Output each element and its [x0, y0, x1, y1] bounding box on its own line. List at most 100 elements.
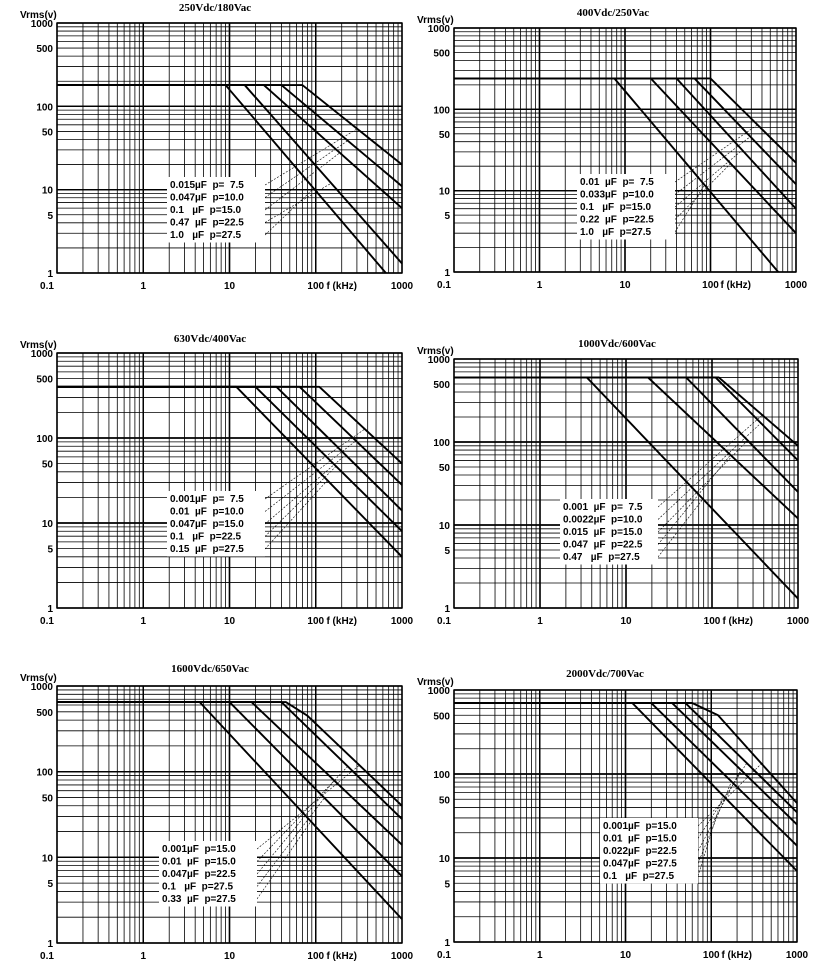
x-tick-label: 1000	[787, 616, 810, 627]
y-tick-label: 1000	[428, 24, 451, 35]
legend-entry: 0.001 µF p= 7.5	[563, 502, 643, 513]
x-tick-label: 100	[307, 951, 324, 962]
x-axis-label: f (kHz)	[326, 616, 357, 627]
y-axis-label: Vrms(v)	[417, 677, 454, 688]
leader-line	[264, 140, 348, 198]
legend-entry: 0.047µF p=22.5	[162, 869, 236, 880]
leader-line	[674, 163, 731, 220]
x-tick-label: 1000	[391, 616, 414, 627]
y-tick-label: 500	[36, 375, 53, 386]
legend-entry: 0.047 µF p=22.5	[563, 540, 643, 551]
legend-entry: 0.015µF p= 7.5	[170, 180, 244, 191]
chart-title: 1600Vdc/650Vac	[171, 663, 249, 675]
legend-entry: 0.22 µF p=22.5	[580, 215, 654, 226]
legend-entry: 0.015 µF p=15.0	[563, 527, 643, 538]
leader-line	[657, 498, 704, 558]
x-tick-label: 1	[537, 280, 543, 291]
x-axis-label: f (kHz)	[326, 951, 357, 962]
x-tick-label: 10	[224, 281, 236, 292]
y-tick-label: 1000	[428, 686, 451, 697]
series-line	[454, 376, 799, 600]
chart-panel: 1600Vdc/650Vac Vrms(v) 1 5 10 50 100 500 1000 0.1…	[20, 663, 414, 962]
plot-frame	[453, 689, 798, 943]
y-tick-label: 5	[47, 211, 53, 222]
legend-entry: 0.47 µF p=22.5	[170, 218, 244, 229]
y-axis-label: Vrms(v)	[20, 340, 57, 351]
leader-line	[264, 480, 328, 550]
x-tick-label: 10	[224, 951, 236, 962]
x-tick-label: 1000	[391, 951, 414, 962]
grid-lines	[453, 689, 798, 943]
y-tick-label: 1	[47, 269, 53, 280]
x-tick-label: 10	[619, 280, 631, 291]
x-tick-label: 0.1	[40, 951, 54, 962]
y-axis-label: Vrms(v)	[417, 15, 454, 26]
legend: 0.001µF p=15.0 0.01 µF p=15.00.047µF p=22…	[159, 841, 257, 907]
leader-line	[657, 414, 763, 508]
leader-line	[264, 128, 358, 186]
leader-line	[264, 182, 332, 223]
legend: 0.015µF p= 7.5 0.047µF p=10.00.1 µF p=15.…	[167, 177, 265, 243]
leader-line	[264, 152, 341, 211]
y-tick-label: 100	[36, 434, 53, 445]
leader-line	[256, 797, 325, 887]
y-tick-label: 10	[42, 186, 54, 197]
legend-entry: 0.047µF p=15.0	[170, 519, 244, 530]
leader-line	[264, 188, 314, 236]
leader-line	[256, 780, 335, 875]
y-tick-label: 500	[433, 711, 450, 722]
x-tick-label: 0.1	[40, 616, 54, 627]
legend-background	[167, 177, 265, 243]
legend-entry: 0.33 µF p=27.5	[162, 894, 236, 905]
leader-line	[264, 466, 337, 537]
y-tick-label: 1	[444, 938, 450, 949]
y-tick-label: 1000	[31, 19, 54, 30]
legend-entry: 0.47 µF p=27.5	[563, 552, 640, 563]
legend-entry: 0.15 µF p=27.5	[170, 544, 244, 555]
leader-line	[264, 454, 346, 525]
legend-entry: 0.022µF p=22.5	[603, 846, 677, 857]
y-tick-label: 100	[433, 438, 450, 449]
y-axis-label: Vrms(v)	[417, 346, 454, 357]
series-line	[57, 701, 403, 920]
plot-frame	[56, 685, 403, 944]
x-tick-label: 1000	[391, 281, 414, 292]
x-tick-label: 10	[620, 616, 632, 627]
legend: 0.001µF p= 7.5 0.01 µF p=10.00.047µF p=15…	[167, 491, 265, 557]
legend-entry: 0.01 µF p=15.0	[603, 834, 677, 845]
legend-entry: 0.001µF p= 7.5	[170, 494, 244, 505]
leader-line	[657, 422, 762, 520]
series-line	[454, 77, 779, 273]
y-tick-label: 10	[42, 519, 54, 530]
leader-line	[674, 184, 705, 233]
leader-line	[697, 781, 732, 864]
leader-line	[256, 821, 312, 900]
y-tick-label: 1	[47, 604, 53, 615]
leader-line	[256, 766, 348, 862]
legend-background	[577, 174, 675, 240]
y-tick-label: 50	[42, 127, 54, 138]
x-tick-label: 1000	[785, 280, 808, 291]
leader-line	[264, 440, 357, 512]
leader-line	[697, 763, 762, 827]
legend: 0.001µF p=15.0 0.01 µF p=15.00.022µF p=22…	[600, 818, 698, 884]
x-tick-label: 100	[307, 281, 324, 292]
y-tick-label: 100	[36, 768, 53, 779]
plot-frame	[453, 358, 799, 609]
x-tick-label: 0.1	[437, 616, 451, 627]
legend-entry: 0.1 µF p=15.0	[580, 202, 652, 213]
legend-entry: 0.1 µF p=27.5	[162, 882, 234, 893]
chart-title: 2000Vdc/700Vac	[566, 668, 644, 680]
x-axis-label: f (kHz)	[326, 281, 357, 292]
x-tick-label: 0.1	[40, 281, 54, 292]
y-tick-label: 50	[439, 130, 451, 141]
y-tick-label: 50	[439, 463, 451, 474]
y-tick-label: 5	[47, 879, 53, 890]
grid-lines	[453, 358, 799, 609]
series-line	[454, 702, 798, 872]
y-tick-label: 10	[439, 187, 451, 198]
legend: 0.001 µF p= 7.5 0.0022µF p=10.00.015 µF p…	[560, 499, 658, 565]
legend-entry: 0.047µF p=27.5	[603, 859, 677, 870]
x-tick-label: 100	[704, 616, 721, 627]
